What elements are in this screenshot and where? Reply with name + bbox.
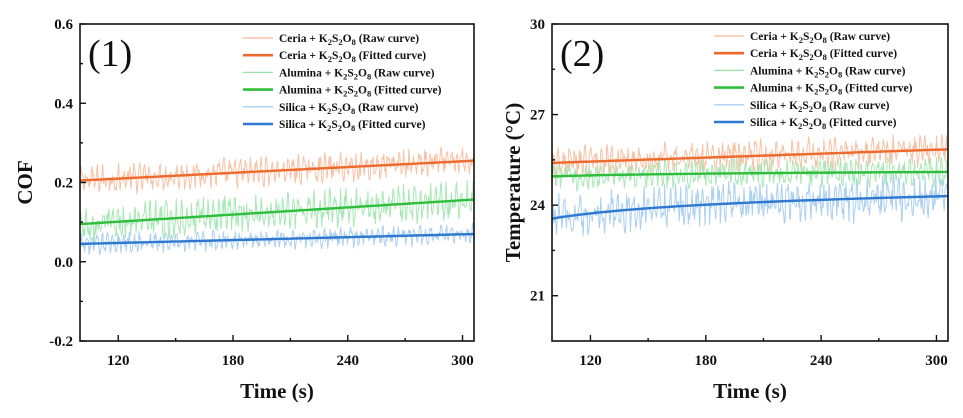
- legend-item: Ceria + K2S2O8 (Raw curve): [243, 33, 419, 47]
- legend-label: Silica + K2S2O8 (Raw curve): [750, 100, 890, 114]
- x-tick-label: 240: [810, 353, 833, 369]
- legend-item: Silica + K2S2O8 (Raw curve): [714, 100, 890, 114]
- raw-curve-4: [551, 173, 949, 237]
- fitted-curve-1: [551, 148, 949, 165]
- x-tick-label: 300: [451, 353, 474, 369]
- legend: Ceria + K2S2O8 (Raw curve) Ceria + K2S2O8…: [714, 31, 913, 131]
- legend-item: Silica + K2S2O8 (Raw curve): [243, 102, 419, 116]
- y-tick-label: 24: [530, 198, 546, 214]
- y-tick-label: 0.6: [54, 17, 73, 33]
- y-tick-label: 21: [530, 289, 545, 305]
- y-tick-label: 27: [530, 108, 546, 124]
- legend-label: Silica + K2S2O8 (Raw curve): [279, 102, 419, 116]
- legend-item: Ceria + K2S2O8 (Fitted curve): [714, 48, 897, 62]
- fitted-curve-1: [79, 159, 475, 182]
- x-tick-label: 180: [695, 353, 718, 369]
- legend-item: Ceria + K2S2O8 (Fitted curve): [243, 50, 426, 64]
- axis-ticks: 120 180 240 300 -0.2 0.0 0.2 0.4 0.6: [49, 17, 474, 369]
- x-tick-label: 240: [337, 353, 360, 369]
- legend-item: Ceria + K2S2O8 (Raw curve): [714, 31, 890, 45]
- axis-ticks: 120 180 240 300 21 24 27 30: [530, 17, 948, 369]
- x-tick-label: 120: [579, 353, 602, 369]
- plot-frame: [551, 23, 949, 342]
- fitted-curves: [551, 148, 949, 220]
- y-tick-label: -0.2: [49, 334, 73, 350]
- legend-item: Alumina + K2S2O8 (Fitted curve): [243, 85, 442, 99]
- y-tick-label: 30: [530, 17, 545, 33]
- raw-curve-2: [79, 180, 475, 244]
- fitted-curve-5: [79, 232, 475, 246]
- y-axis-label: COF: [13, 160, 37, 204]
- x-axis-label: Time (s): [713, 379, 787, 403]
- legend-item: Silica + K2S2O8 (Fitted curve): [714, 117, 897, 131]
- legend-label: Silica + K2S2O8 (Fitted curve): [750, 117, 897, 131]
- legend-label: Ceria + K2S2O8 (Raw curve): [750, 31, 890, 45]
- x-axis-label: Time (s): [240, 379, 314, 403]
- x-tick-label: 180: [222, 353, 245, 369]
- cof-panel: 120 180 240 300 -0.2 0.0 0.2 0.4 0.6 Ceria + K2S…: [13, 17, 475, 403]
- legend-label: Alumina + K2S2O8 (Raw curve): [750, 65, 906, 79]
- legend-label: Alumina + K2S2O8 (Raw curve): [279, 67, 435, 81]
- x-tick-label: 120: [107, 353, 130, 369]
- legend: Ceria + K2S2O8 (Raw curve) Ceria + K2S2O8…: [243, 33, 442, 133]
- y-axis-label: Temperature (°C): [501, 103, 525, 262]
- y-tick-label: 0.0: [54, 255, 73, 271]
- legend-label: Ceria + K2S2O8 (Raw curve): [279, 33, 419, 47]
- panel-label: (2): [560, 33, 604, 75]
- fitted-curve-5: [551, 194, 949, 220]
- temperature-panel: 120 180 240 300 21 24 27 30 Ceria + K2S2O8 (Raw…: [501, 17, 949, 403]
- legend-label: Silica + K2S2O8 (Fitted curve): [279, 119, 426, 133]
- panel-label: (1): [88, 33, 132, 75]
- fitted-curve-3: [79, 198, 475, 226]
- legend-item: Alumina + K2S2O8 (Fitted curve): [714, 83, 913, 97]
- fitted-curve-3: [551, 170, 949, 178]
- legend-item: Silica + K2S2O8 (Fitted curve): [243, 119, 426, 133]
- legend-label: Alumina + K2S2O8 (Fitted curve): [279, 85, 442, 99]
- legend-item: Alumina + K2S2O8 (Raw curve): [714, 65, 906, 79]
- x-tick-label: 300: [925, 353, 948, 369]
- fitted-curves: [79, 159, 475, 246]
- legend-label: Ceria + K2S2O8 (Fitted curve): [750, 48, 897, 62]
- legend-label: Ceria + K2S2O8 (Fitted curve): [279, 50, 426, 64]
- y-tick-label: 0.2: [54, 176, 73, 192]
- legend-label: Alumina + K2S2O8 (Fitted curve): [750, 83, 913, 97]
- y-tick-label: 0.4: [54, 96, 73, 112]
- raw-curves: [551, 133, 949, 237]
- legend-item: Alumina + K2S2O8 (Raw curve): [243, 67, 435, 81]
